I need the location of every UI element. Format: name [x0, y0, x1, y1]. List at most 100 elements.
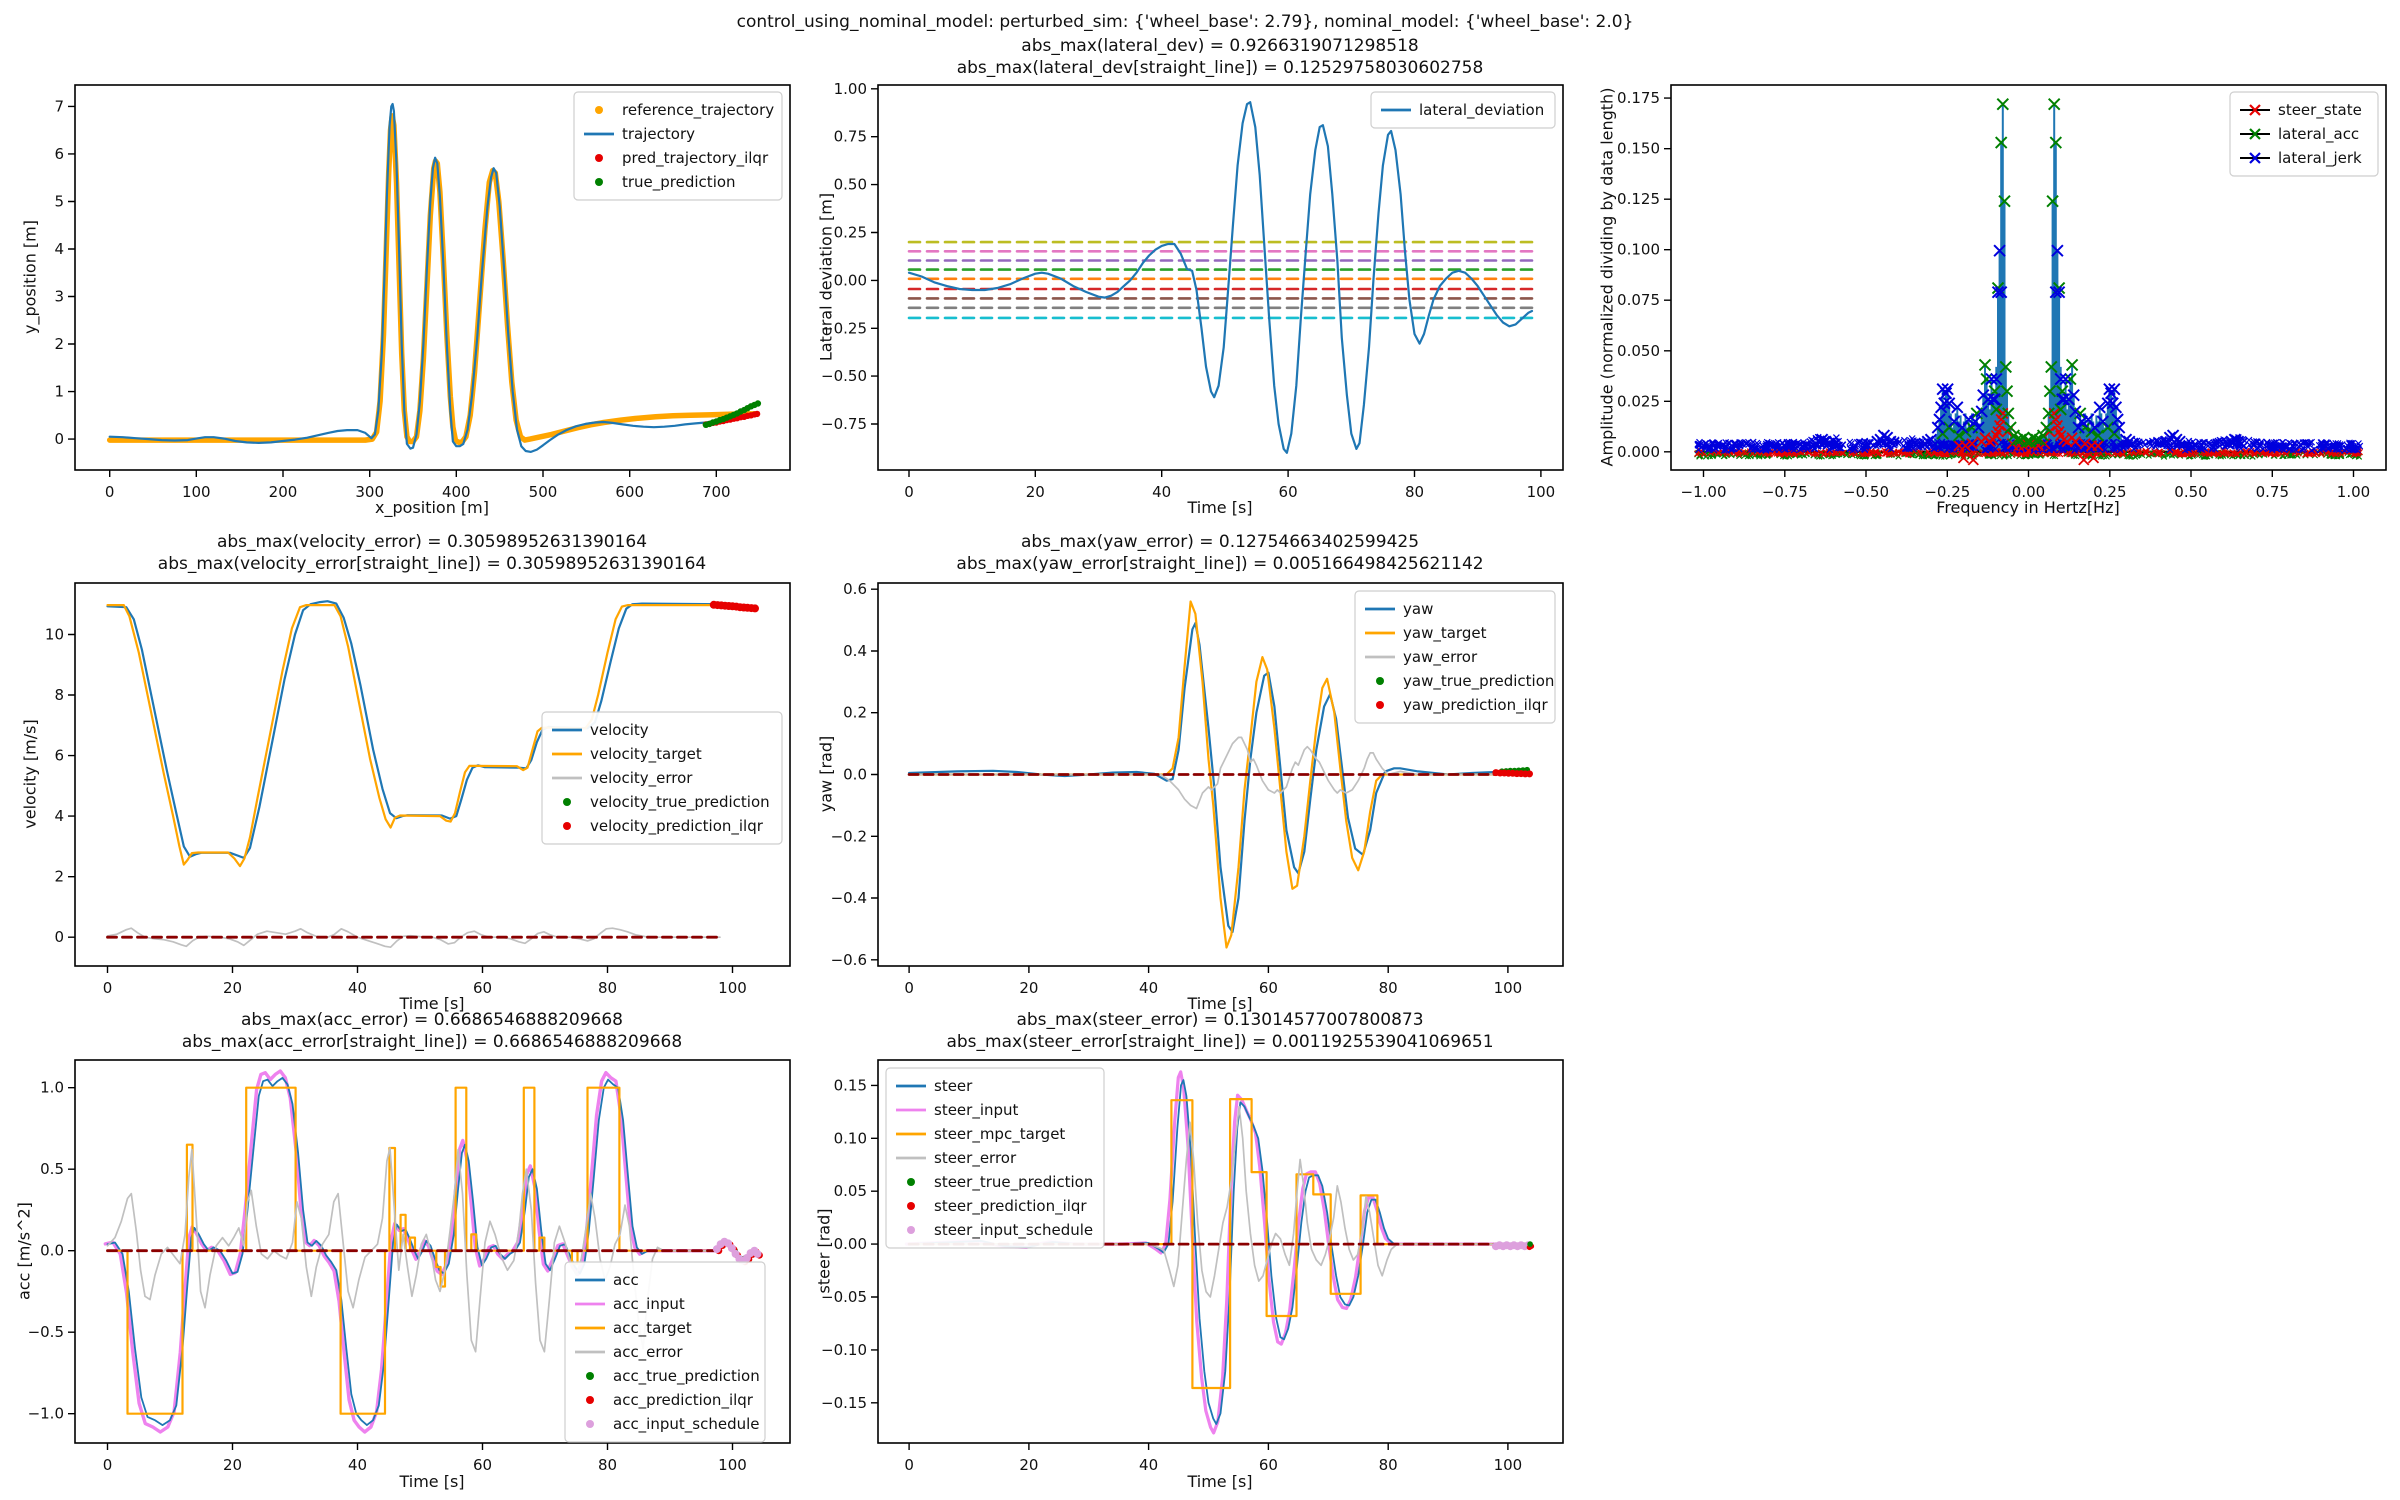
- x-tick-label: 100: [718, 979, 747, 997]
- x-tick-label: 600: [615, 483, 644, 501]
- y-tick-label: 0: [54, 928, 64, 946]
- y-tick-label: 7: [54, 97, 64, 115]
- axes-frame: [74, 1059, 791, 1444]
- legend-label: steer_state: [2278, 101, 2362, 120]
- x-tick-label: 20: [223, 979, 242, 997]
- y-tick-label: 0.6: [843, 580, 867, 598]
- axes-frame: [74, 582, 791, 967]
- y-tick-label: 5: [54, 193, 64, 211]
- x-tick-label: 0: [105, 483, 115, 501]
- legend-label: acc_target: [613, 1319, 692, 1338]
- y-tick-label: −0.5: [28, 1323, 64, 1341]
- legend-label: acc: [613, 1271, 639, 1289]
- x-tick-label: 0.00: [2012, 483, 2045, 501]
- y-tick-label: 1.0: [40, 1079, 64, 1097]
- legend-label: acc_error: [613, 1343, 683, 1362]
- y-tick-label: −0.10: [821, 1341, 867, 1359]
- y-tick-label: 0: [54, 430, 64, 448]
- x-tick-label: 100: [718, 1456, 747, 1474]
- y-tick-label: 0.4: [843, 642, 867, 660]
- y-tick-label: −0.50: [821, 367, 867, 385]
- legend-label: reference_trajectory: [622, 101, 774, 120]
- axes-frame: [877, 84, 1564, 471]
- x-tick-label: 20: [223, 1456, 242, 1474]
- y-tick-label: 6: [54, 747, 64, 765]
- y-tick-label: 4: [54, 807, 64, 825]
- y-tick-label: −0.75: [821, 415, 867, 433]
- axes-frame: [877, 1059, 1564, 1444]
- legend-label: trajectory: [622, 125, 695, 143]
- x-tick-label: 0: [904, 979, 914, 997]
- y-tick-label: 2: [54, 868, 64, 886]
- y-tick-label: 0.0: [843, 766, 867, 784]
- y-tick-label: 2: [54, 335, 64, 353]
- x-tick-label: 80: [1405, 483, 1424, 501]
- legend-label: steer_mpc_target: [934, 1125, 1065, 1144]
- legend-label: steer_prediction_ilqr: [934, 1197, 1087, 1216]
- x-tick-label: 40: [348, 1456, 367, 1474]
- y-tick-label: 0.15: [834, 1076, 867, 1094]
- legend-lateral-deviation: lateral_deviation: [1370, 91, 1556, 129]
- y-tick-label: 0.150: [1617, 140, 1660, 158]
- legend-label: lateral_jerk: [2278, 149, 2362, 168]
- plot-acc: 0 20 40 60 80 100 −1.0 −0.5 0.0 0.5 1.0 acc acc_inpu…: [28, 1059, 791, 1474]
- x-tick-label: 0.25: [2093, 483, 2126, 501]
- velocity-title-line1: abs_max(velocity_error) = 0.305989526313…: [216, 532, 648, 552]
- y-tick-label: 3: [54, 288, 64, 306]
- legend-label: yaw_prediction_ilqr: [1403, 696, 1548, 715]
- legend-label: lateral_deviation: [1419, 101, 1544, 120]
- y-tick-label: 0.10: [834, 1129, 867, 1147]
- x-tick-label: 20: [1019, 1456, 1038, 1474]
- y-tick-label: 0.5: [40, 1160, 64, 1178]
- y-tick-label: 6: [54, 145, 64, 163]
- legend-label: steer_input_schedule: [934, 1221, 1093, 1240]
- y-tick-label: 0.05: [834, 1182, 867, 1200]
- y-tick-label: −0.05: [821, 1288, 867, 1306]
- y-tick-label: 1: [54, 383, 64, 401]
- x-tick-label: 0: [103, 979, 113, 997]
- y-tick-label: 0.00: [834, 271, 867, 289]
- legend-label: lateral_acc: [2278, 125, 2359, 144]
- x-tick-label: 100: [182, 483, 211, 501]
- velocity-xlabel: Time [s]: [399, 994, 465, 1013]
- lateral-dev-title-line2: abs_max(lateral_dev[straight_line]) = 0.…: [956, 58, 1484, 78]
- x-tick-label: 80: [598, 1456, 617, 1474]
- x-tick-label: 80: [598, 979, 617, 997]
- x-tick-label: 60: [1259, 1456, 1278, 1474]
- legend-label: steer_error: [934, 1149, 1017, 1168]
- acc-xlabel: Time [s]: [399, 1472, 465, 1491]
- steer-xlabel: Time [s]: [1187, 1472, 1253, 1491]
- velocity-title-line2: abs_max(velocity_error[straight_line]) =…: [157, 554, 707, 574]
- x-tick-label: 20: [1026, 483, 1045, 501]
- x-tick-label: 0.75: [2256, 483, 2289, 501]
- acc-title-line1: abs_max(acc_error) = 0.6686546888209668: [241, 1010, 623, 1030]
- plot-steer: 0 20 40 60 80 100 −0.15 −0.10 −0.05 0.00 0.05 0.10 0…: [821, 1059, 1564, 1474]
- x-tick-label: 500: [529, 483, 558, 501]
- x-tick-label: 1.00: [2337, 483, 2370, 501]
- x-tick-label: −0.75: [1762, 483, 1808, 501]
- plot-yaw: 0 20 40 60 80 100−0.6−0.4−0.20.00.20.40.6yawy…: [831, 580, 1564, 997]
- y-tick-label: 0.025: [1617, 392, 1660, 410]
- x-tick-label: −0.50: [1843, 483, 1889, 501]
- y-tick-label: 0.100: [1617, 241, 1660, 259]
- legend-label: steer: [934, 1077, 973, 1095]
- legend-label: velocity_prediction_ilqr: [590, 817, 764, 836]
- lateral-dev-xlabel: Time [s]: [1187, 498, 1253, 517]
- x-tick-label: 60: [1279, 483, 1298, 501]
- steer-title-line1: abs_max(steer_error) = 0.130145770078008…: [1016, 1010, 1424, 1030]
- x-tick-label: 0: [904, 1456, 914, 1474]
- legend-label: steer_input: [934, 1101, 1019, 1120]
- legend-label: velocity: [590, 721, 649, 739]
- x-tick-label: 100: [1527, 483, 1556, 501]
- x-tick-label: 80: [1379, 979, 1398, 997]
- x-tick-label: 300: [355, 483, 384, 501]
- y-tick-label: −0.25: [821, 319, 867, 337]
- y-tick-label: −0.4: [831, 889, 867, 907]
- y-tick-label: 0.075: [1617, 291, 1660, 309]
- y-tick-label: 8: [54, 686, 64, 704]
- axes-frame: [74, 84, 791, 471]
- x-tick-label: 700: [702, 483, 731, 501]
- y-tick-label: 0.50: [834, 176, 867, 194]
